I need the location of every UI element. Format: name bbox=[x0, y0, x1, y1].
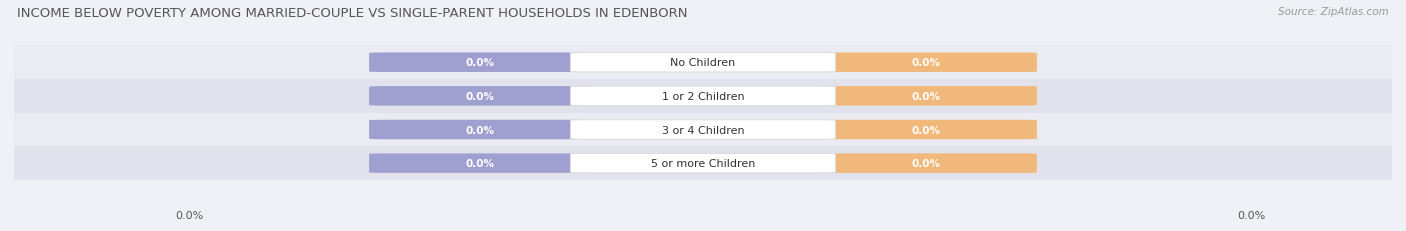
Text: Source: ZipAtlas.com: Source: ZipAtlas.com bbox=[1278, 7, 1389, 17]
Bar bbox=[14, 113, 1392, 147]
FancyBboxPatch shape bbox=[814, 87, 1036, 106]
FancyBboxPatch shape bbox=[370, 53, 592, 73]
Text: 0.0%: 0.0% bbox=[1237, 210, 1265, 220]
Text: 1 or 2 Children: 1 or 2 Children bbox=[662, 91, 744, 101]
Text: No Children: No Children bbox=[671, 58, 735, 68]
Text: 0.0%: 0.0% bbox=[911, 91, 941, 101]
Text: 0.0%: 0.0% bbox=[911, 58, 941, 68]
Text: 0.0%: 0.0% bbox=[465, 158, 495, 168]
Text: 5 or more Children: 5 or more Children bbox=[651, 158, 755, 168]
FancyBboxPatch shape bbox=[571, 53, 835, 73]
FancyBboxPatch shape bbox=[814, 154, 1036, 173]
Text: 0.0%: 0.0% bbox=[911, 158, 941, 168]
Text: INCOME BELOW POVERTY AMONG MARRIED-COUPLE VS SINGLE-PARENT HOUSEHOLDS IN EDENBOR: INCOME BELOW POVERTY AMONG MARRIED-COUPL… bbox=[17, 7, 688, 20]
Text: 3 or 4 Children: 3 or 4 Children bbox=[662, 125, 744, 135]
Text: 0.0%: 0.0% bbox=[911, 125, 941, 135]
FancyBboxPatch shape bbox=[571, 87, 835, 106]
Text: 0.0%: 0.0% bbox=[465, 125, 495, 135]
FancyBboxPatch shape bbox=[571, 154, 835, 173]
FancyBboxPatch shape bbox=[370, 154, 592, 173]
Text: 0.0%: 0.0% bbox=[176, 210, 204, 220]
FancyBboxPatch shape bbox=[814, 120, 1036, 140]
FancyBboxPatch shape bbox=[814, 53, 1036, 73]
FancyBboxPatch shape bbox=[571, 120, 835, 140]
Bar bbox=[14, 46, 1392, 80]
Bar bbox=[14, 80, 1392, 113]
FancyBboxPatch shape bbox=[370, 87, 592, 106]
Bar bbox=[14, 147, 1392, 180]
Text: 0.0%: 0.0% bbox=[465, 91, 495, 101]
FancyBboxPatch shape bbox=[370, 120, 592, 140]
Text: 0.0%: 0.0% bbox=[465, 58, 495, 68]
